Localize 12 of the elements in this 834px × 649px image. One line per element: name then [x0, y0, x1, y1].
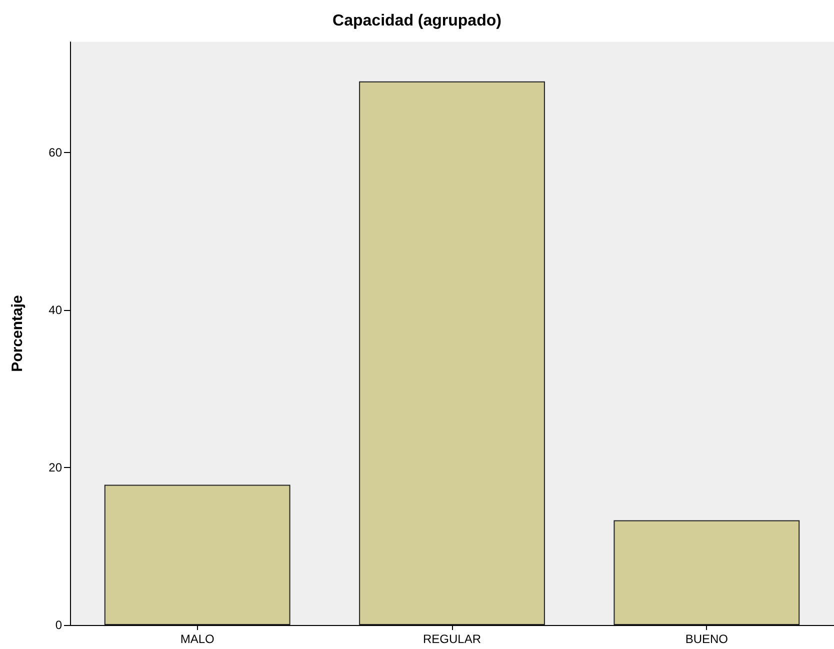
bar — [614, 520, 800, 625]
chart-title: Capacidad (agrupado) — [332, 12, 502, 30]
y-tick-label: 60 — [48, 145, 62, 160]
y-tick-label: 20 — [48, 460, 62, 474]
y-tick-label: 0 — [55, 618, 62, 632]
x-tick-label: BUENO — [685, 632, 728, 646]
bar — [359, 81, 545, 625]
bar — [104, 484, 290, 625]
y-tick-label: 40 — [48, 302, 62, 317]
y-axis-title: Porcentaje — [9, 295, 26, 372]
x-tick-label: REGULAR — [422, 632, 482, 646]
x-tick-label: MALO — [180, 632, 214, 646]
